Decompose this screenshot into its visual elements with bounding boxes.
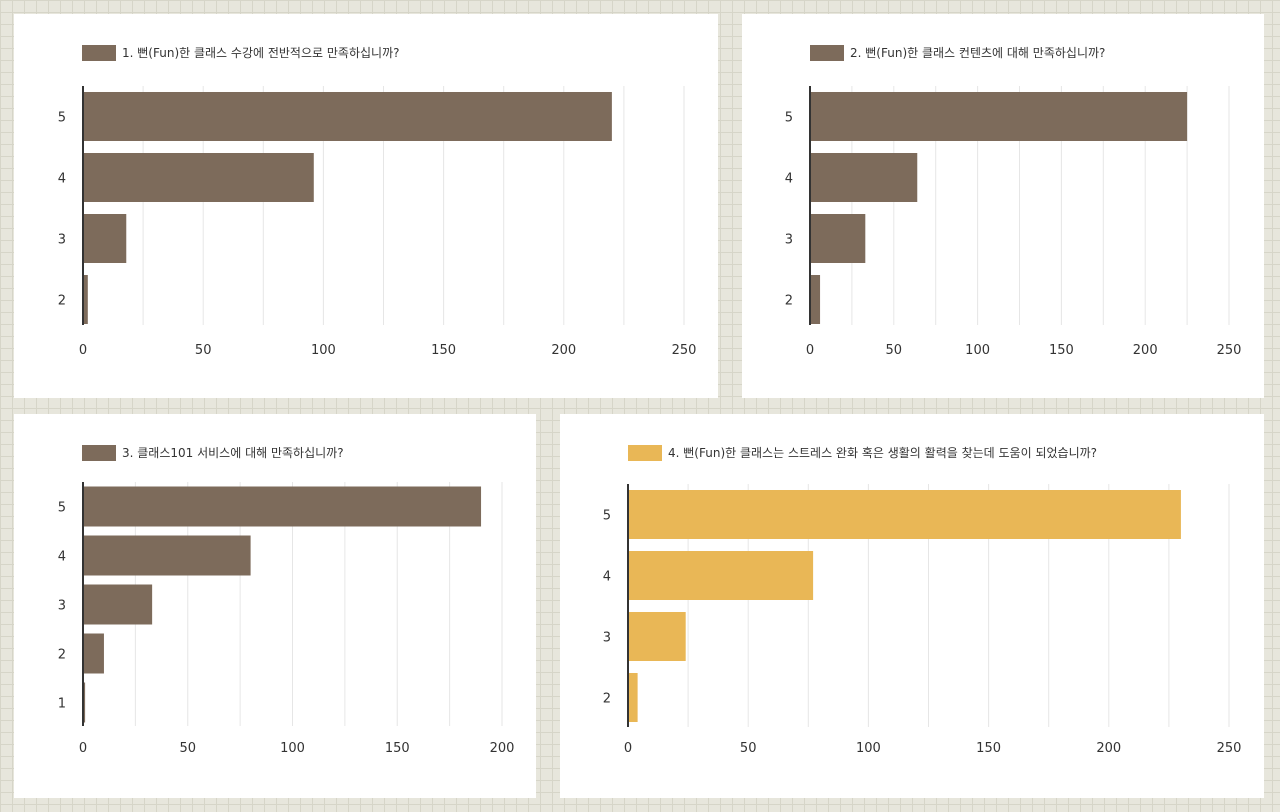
legend-swatch [82,44,116,61]
category-label: 3 [603,631,611,646]
x-tick-label: 100 [965,343,990,358]
bar [83,535,251,576]
x-tick-label: 50 [195,343,212,358]
x-tick-label: 0 [624,741,632,756]
legend-swatch [82,444,116,461]
x-tick-label: 250 [1217,741,1242,756]
category-label: 2 [58,648,66,663]
category-label: 5 [58,111,66,126]
x-tick-label: 150 [976,741,1001,756]
legend-swatch [810,44,844,61]
category-label: 1 [58,697,66,712]
bar [810,92,1188,141]
chart-legend: 4. 뻔(Fun)한 클래스는 스트레스 완화 혹은 생활의 활력을 찾는데 도… [628,444,1097,461]
x-tick-label: 0 [806,343,814,358]
bar [83,682,86,723]
x-tick-label: 50 [886,343,903,358]
category-label: 5 [603,509,611,524]
x-tick-label: 200 [490,741,515,756]
bar [810,275,821,324]
bar [83,275,88,324]
x-tick-label: 50 [179,741,196,756]
category-label: 4 [785,172,793,187]
category-label: 5 [58,501,66,516]
x-tick-label: 0 [79,741,87,756]
bar [83,486,482,527]
x-tick-label: 50 [740,741,757,756]
bar [83,92,612,141]
chart-legend: 3. 클래스101 서비스에 대해 만족하십니까? [82,444,344,461]
x-tick-label: 0 [79,343,87,358]
bar [83,584,153,625]
x-tick-label: 100 [856,741,881,756]
x-tick-label: 200 [551,343,576,358]
bar [810,214,866,263]
chart-panel-q4: 4. 뻔(Fun)한 클래스는 스트레스 완화 혹은 생활의 활력을 찾는데 도… [560,414,1264,798]
bar [628,673,638,722]
bar-chart-q4: 5 4 3 2 0 50 100 150 200 250 [603,484,1242,756]
category-label: 4 [58,172,66,187]
x-tick-label: 100 [311,343,336,358]
legend-label: 2. 뻔(Fun)한 클래스 컨텐츠에 대해 만족하십니까? [850,46,1106,60]
category-label: 3 [58,599,66,614]
chart-panel-q2: 2. 뻔(Fun)한 클래스 컨텐츠에 대해 만족하십니까? 5 4 3 2 0 50 10… [742,14,1264,398]
bar [628,612,686,661]
x-tick-label: 250 [1217,343,1242,358]
x-tick-label: 150 [431,343,456,358]
x-tick-label: 150 [385,741,410,756]
bar-chart-q1: 5 4 3 2 0 50 100 150 200 250 [58,86,697,358]
category-label: 3 [58,233,66,248]
bar [83,214,127,263]
legend-label: 1. 뻔(Fun)한 클래스 수강에 전반적으로 만족하십니까? [122,46,400,60]
bar-chart-q2: 5 4 3 2 0 50 100 150 200 250 [785,86,1242,358]
category-label: 4 [58,550,66,565]
legend-label: 4. 뻔(Fun)한 클래스는 스트레스 완화 혹은 생활의 활력을 찾는데 도… [668,446,1098,460]
x-tick-label: 150 [1049,343,1074,358]
category-label: 2 [785,294,793,309]
chart-legend: 1. 뻔(Fun)한 클래스 수강에 전반적으로 만족하십니까? [82,44,399,61]
category-label: 2 [58,294,66,309]
bar [83,633,104,674]
bar [628,551,814,600]
bar [83,153,314,202]
x-tick-label: 200 [1096,741,1121,756]
legend-swatch [628,444,662,461]
bar-chart-q3: 5 4 3 2 1 0 50 100 150 200 [58,482,515,756]
bar [810,153,918,202]
category-label: 4 [603,570,611,585]
x-tick-label: 100 [280,741,305,756]
x-tick-label: 200 [1133,343,1158,358]
category-label: 2 [603,692,611,707]
category-label: 5 [785,111,793,126]
chart-panel-q3: 3. 클래스101 서비스에 대해 만족하십니까? 5 4 3 2 1 0 50 100 150… [14,414,536,798]
x-tick-label: 250 [672,343,697,358]
legend-label: 3. 클래스101 서비스에 대해 만족하십니까? [122,446,344,460]
chart-legend: 2. 뻔(Fun)한 클래스 컨텐츠에 대해 만족하십니까? [810,44,1105,61]
chart-panel-q1: 1. 뻔(Fun)한 클래스 수강에 전반적으로 만족하십니까? 5 4 3 2 0 50… [14,14,718,398]
category-label: 3 [785,233,793,248]
bar [628,490,1181,539]
